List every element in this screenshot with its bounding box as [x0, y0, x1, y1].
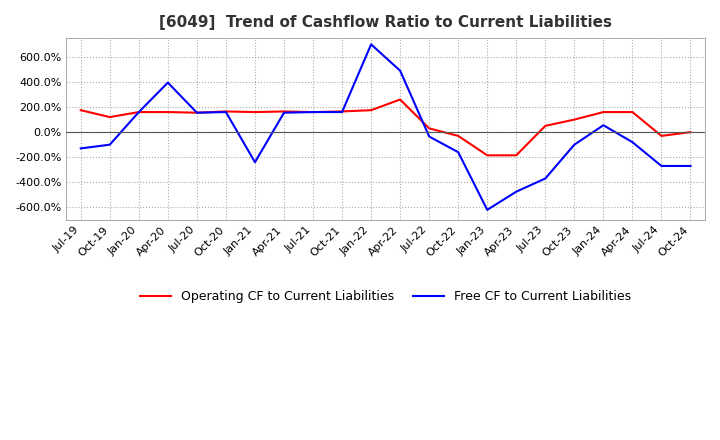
Operating CF to Current Liabilities	[425, 126, 433, 131]
Operating CF to Current Liabilities	[396, 97, 405, 102]
Legend: Operating CF to Current Liabilities, Free CF to Current Liabilities: Operating CF to Current Liabilities, Fre…	[135, 285, 636, 308]
Operating CF to Current Liabilities	[512, 153, 521, 158]
Operating CF to Current Liabilities	[309, 110, 318, 115]
Operating CF to Current Liabilities	[222, 109, 230, 114]
Operating CF to Current Liabilities	[483, 153, 492, 158]
Free CF to Current Liabilities	[192, 110, 201, 115]
Free CF to Current Liabilities	[309, 110, 318, 115]
Free CF to Current Liabilities	[251, 160, 259, 165]
Operating CF to Current Liabilities	[279, 109, 288, 114]
Free CF to Current Liabilities	[483, 207, 492, 213]
Operating CF to Current Liabilities	[163, 110, 172, 115]
Free CF to Current Liabilities	[454, 150, 462, 155]
Free CF to Current Liabilities	[105, 142, 114, 147]
Operating CF to Current Liabilities	[657, 133, 666, 139]
Free CF to Current Liabilities	[599, 123, 608, 128]
Operating CF to Current Liabilities	[105, 114, 114, 120]
Free CF to Current Liabilities	[163, 80, 172, 85]
Free CF to Current Liabilities	[135, 110, 143, 115]
Free CF to Current Liabilities	[76, 146, 85, 151]
Operating CF to Current Liabilities	[76, 107, 85, 113]
Free CF to Current Liabilities	[338, 110, 346, 115]
Operating CF to Current Liabilities	[570, 117, 579, 122]
Free CF to Current Liabilities	[686, 163, 695, 169]
Free CF to Current Liabilities	[628, 139, 636, 145]
Free CF to Current Liabilities	[541, 176, 549, 181]
Operating CF to Current Liabilities	[454, 133, 462, 139]
Free CF to Current Liabilities	[396, 68, 405, 73]
Line: Operating CF to Current Liabilities: Operating CF to Current Liabilities	[81, 99, 690, 155]
Operating CF to Current Liabilities	[338, 109, 346, 114]
Operating CF to Current Liabilities	[599, 110, 608, 115]
Operating CF to Current Liabilities	[135, 110, 143, 115]
Operating CF to Current Liabilities	[628, 110, 636, 115]
Free CF to Current Liabilities	[512, 189, 521, 194]
Free CF to Current Liabilities	[279, 110, 288, 115]
Free CF to Current Liabilities	[222, 110, 230, 115]
Operating CF to Current Liabilities	[541, 123, 549, 128]
Operating CF to Current Liabilities	[686, 129, 695, 135]
Free CF to Current Liabilities	[366, 42, 375, 47]
Operating CF to Current Liabilities	[251, 110, 259, 115]
Free CF to Current Liabilities	[570, 142, 579, 147]
Free CF to Current Liabilities	[425, 134, 433, 139]
Operating CF to Current Liabilities	[366, 107, 375, 113]
Operating CF to Current Liabilities	[192, 110, 201, 115]
Line: Free CF to Current Liabilities: Free CF to Current Liabilities	[81, 44, 690, 210]
Free CF to Current Liabilities	[657, 163, 666, 169]
Title: [6049]  Trend of Cashflow Ratio to Current Liabilities: [6049] Trend of Cashflow Ratio to Curren…	[159, 15, 612, 30]
